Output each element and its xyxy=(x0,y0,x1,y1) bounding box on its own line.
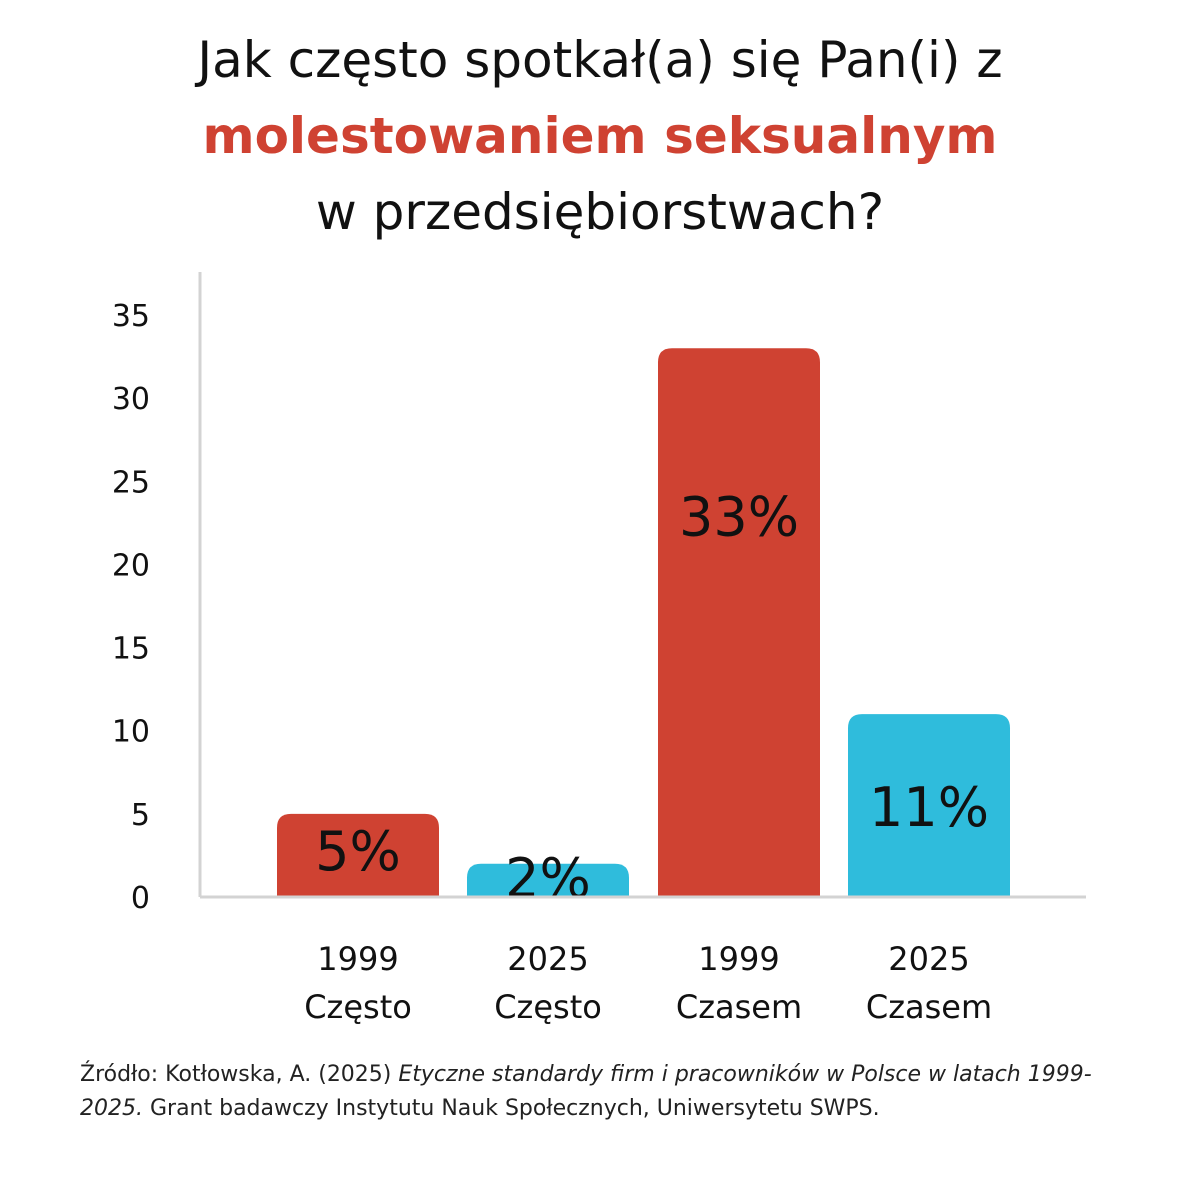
title-line-1: Jak często spotkał(a) się Pan(i) z xyxy=(197,31,1003,89)
source-prefix: Źródło: Kotłowska, A. (2025) xyxy=(80,1062,399,1087)
category-frequency-label: Często xyxy=(304,988,412,1026)
category-frequency-label: Często xyxy=(494,988,602,1026)
data-labels-layer: 5% 2% 33% 11% xyxy=(315,485,989,910)
bar-2025-czasem xyxy=(848,714,1010,897)
y-tick-label: 20 xyxy=(112,548,150,583)
bar-1999-czesto xyxy=(277,813,439,897)
y-tick-label: 0 xyxy=(131,881,150,916)
y-tick-label: 25 xyxy=(112,465,150,500)
y-tick-label: 30 xyxy=(112,382,150,417)
category-year-label: 1999 xyxy=(317,940,398,978)
title-line-2-highlight: molestowaniem seksualnym xyxy=(202,107,998,165)
category-year-label: 2025 xyxy=(507,940,588,978)
title-line-3: w przedsiębiorstwach? xyxy=(315,183,885,241)
bar-1999-czasem xyxy=(658,348,820,897)
category-year-label: 1999 xyxy=(698,940,779,978)
chart-title: Jak często spotkał(a) się Pan(i) z moles… xyxy=(0,22,1200,250)
y-tick-label: 15 xyxy=(112,632,150,667)
bar-value-label: 33% xyxy=(679,485,799,548)
y-tick-label: 5 xyxy=(131,798,150,833)
y-tick-label: 10 xyxy=(112,715,150,750)
y-tick-label: 35 xyxy=(112,299,150,334)
bar-2025-czesto xyxy=(467,863,629,897)
source-suffix: Grant badawczy Instytutu Nauk Społecznyc… xyxy=(142,1096,880,1121)
source-title: Etyczne standardy firm i pracowników w P… xyxy=(80,1062,1092,1121)
category-frequency-label: Czasem xyxy=(866,988,992,1026)
category-frequency-label: Czasem xyxy=(676,988,802,1026)
bar-value-label: 11% xyxy=(869,776,989,839)
bars-layer xyxy=(277,348,1010,897)
y-tick-labels: 0 5 10 15 20 25 30 35 xyxy=(112,299,150,916)
bar-value-label: 5% xyxy=(315,820,401,883)
source-note: Źródło: Kotłowska, A. (2025) Etyczne sta… xyxy=(80,1058,1140,1126)
bar-value-label: 2% xyxy=(505,847,591,910)
category-labels: 1999 Często 2025 Często 1999 Czasem 2025 Czasem xyxy=(304,940,992,1026)
category-year-label: 2025 xyxy=(888,940,969,978)
